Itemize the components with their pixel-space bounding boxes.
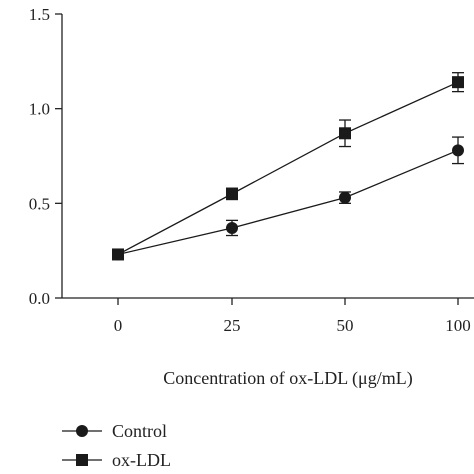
series-line — [117, 81, 459, 256]
y-tick-label: 0.0 — [29, 289, 50, 308]
x-tick-label: 25 — [224, 316, 241, 335]
x-axis-ticks: 0 25 50 100 — [114, 298, 471, 335]
data-point — [452, 76, 464, 89]
legend-item: Control — [62, 421, 167, 441]
x-tick-label: 50 — [337, 316, 354, 335]
data-point — [339, 127, 351, 140]
data-point — [226, 187, 238, 200]
x-axis-title: Concentration of ox-LDL (μg/mL) — [163, 368, 412, 389]
series-control — [112, 136, 464, 261]
y-tick-label: 0.5 — [29, 194, 50, 213]
data-point — [226, 221, 238, 234]
y-tick-label: 1.5 — [29, 5, 50, 24]
data-point — [452, 144, 464, 157]
legend-label: Control — [112, 421, 167, 441]
series-line — [117, 149, 459, 256]
legend: Control ox-LDL — [62, 421, 171, 470]
y-tick-label: 1.0 — [29, 100, 50, 119]
legend-label: ox-LDL — [112, 450, 171, 470]
axes — [61, 14, 474, 299]
x-tick-label: 0 — [114, 316, 123, 335]
series-ox-ldl — [112, 72, 464, 261]
data-point — [339, 191, 351, 204]
data-point — [112, 248, 124, 261]
plot-area — [112, 72, 464, 261]
y-axis-ticks: 0.0 0.5 1.0 1.5 — [29, 5, 62, 308]
legend-item: ox-LDL — [62, 450, 171, 470]
legend-marker — [76, 425, 88, 437]
legend-marker — [76, 454, 88, 466]
x-tick-label: 100 — [445, 316, 471, 335]
